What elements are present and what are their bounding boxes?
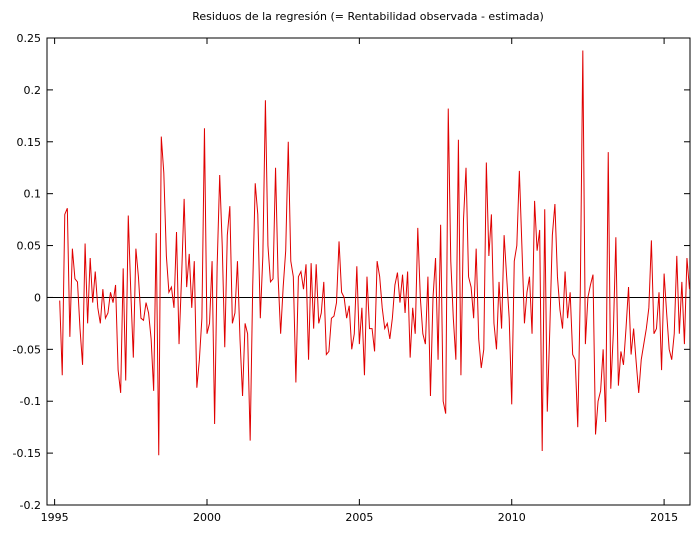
- plot-frame: [46, 37, 691, 506]
- y-tick-label: -0.2: [20, 499, 41, 512]
- y-tick-label: 0.15: [17, 136, 42, 149]
- residual-line: [59, 50, 690, 456]
- y-tick-label: 0.2: [24, 84, 42, 97]
- y-tick-label: -0.15: [13, 447, 41, 460]
- x-tick-label: 2000: [193, 511, 221, 524]
- y-tick-label: -0.05: [13, 343, 41, 356]
- y-tick-label: 0.1: [24, 188, 42, 201]
- y-tick-label: -0.1: [20, 395, 41, 408]
- chart-title: Residuos de la regresión (= Rentabilidad…: [192, 10, 544, 23]
- y-tick-label: 0.05: [17, 240, 42, 253]
- x-tick-label: 1995: [41, 511, 69, 524]
- x-tick-label: 2010: [498, 511, 526, 524]
- y-tick-label: 0.25: [17, 32, 42, 45]
- y-tick-label: 0: [34, 291, 41, 304]
- x-tick-label: 2015: [650, 511, 678, 524]
- x-tick-label: 2005: [345, 511, 373, 524]
